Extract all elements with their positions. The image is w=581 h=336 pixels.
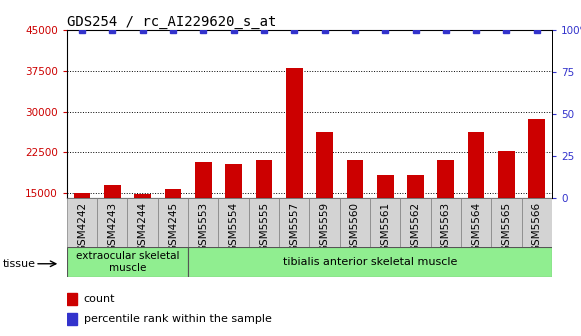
- Text: tibialis anterior skeletal muscle: tibialis anterior skeletal muscle: [283, 257, 457, 267]
- Bar: [370, 198, 400, 247]
- Text: GSM5560: GSM5560: [350, 202, 360, 252]
- Bar: [461, 198, 492, 247]
- Text: GSM5555: GSM5555: [259, 202, 269, 252]
- Bar: [188, 198, 218, 247]
- Bar: [158, 198, 188, 247]
- Text: GSM5563: GSM5563: [441, 202, 451, 252]
- Text: GSM4242: GSM4242: [77, 202, 87, 252]
- Text: GSM5557: GSM5557: [289, 202, 299, 252]
- Text: count: count: [84, 294, 115, 304]
- Bar: [492, 198, 522, 247]
- Bar: [67, 247, 188, 277]
- Bar: [218, 198, 249, 247]
- Bar: [400, 198, 431, 247]
- Bar: [256, 160, 272, 198]
- Bar: [346, 160, 363, 198]
- Bar: [498, 151, 515, 198]
- Bar: [195, 162, 211, 198]
- Text: GSM5565: GSM5565: [501, 202, 511, 252]
- Bar: [431, 198, 461, 247]
- Text: GSM5554: GSM5554: [228, 202, 239, 252]
- Bar: [468, 132, 485, 198]
- Bar: [67, 198, 97, 247]
- Bar: [529, 119, 545, 198]
- Bar: [437, 160, 454, 198]
- Text: GDS254 / rc_AI229620_s_at: GDS254 / rc_AI229620_s_at: [67, 15, 276, 29]
- Bar: [67, 313, 77, 325]
- Text: GSM4244: GSM4244: [138, 202, 148, 252]
- Text: tissue: tissue: [3, 259, 36, 269]
- Bar: [225, 164, 242, 198]
- Bar: [67, 293, 77, 305]
- Bar: [188, 247, 552, 277]
- Bar: [249, 198, 279, 247]
- Text: GSM5566: GSM5566: [532, 202, 542, 252]
- Text: GSM5564: GSM5564: [471, 202, 481, 252]
- Bar: [340, 198, 370, 247]
- Bar: [279, 198, 309, 247]
- Text: percentile rank within the sample: percentile rank within the sample: [84, 314, 272, 324]
- Text: GSM5562: GSM5562: [411, 202, 421, 252]
- Text: GSM5561: GSM5561: [380, 202, 390, 252]
- Bar: [309, 198, 340, 247]
- Bar: [286, 68, 303, 198]
- Bar: [377, 175, 393, 198]
- Bar: [104, 185, 121, 198]
- Bar: [134, 194, 151, 198]
- Text: GSM4243: GSM4243: [107, 202, 117, 252]
- Text: GSM4245: GSM4245: [168, 202, 178, 252]
- Bar: [316, 132, 333, 198]
- Text: extraocular skeletal
muscle: extraocular skeletal muscle: [76, 251, 179, 273]
- Bar: [164, 189, 181, 198]
- Bar: [127, 198, 158, 247]
- Text: GSM5553: GSM5553: [198, 202, 208, 252]
- Bar: [97, 198, 127, 247]
- Bar: [74, 193, 90, 198]
- Bar: [522, 198, 552, 247]
- Bar: [407, 175, 424, 198]
- Text: GSM5559: GSM5559: [320, 202, 329, 252]
